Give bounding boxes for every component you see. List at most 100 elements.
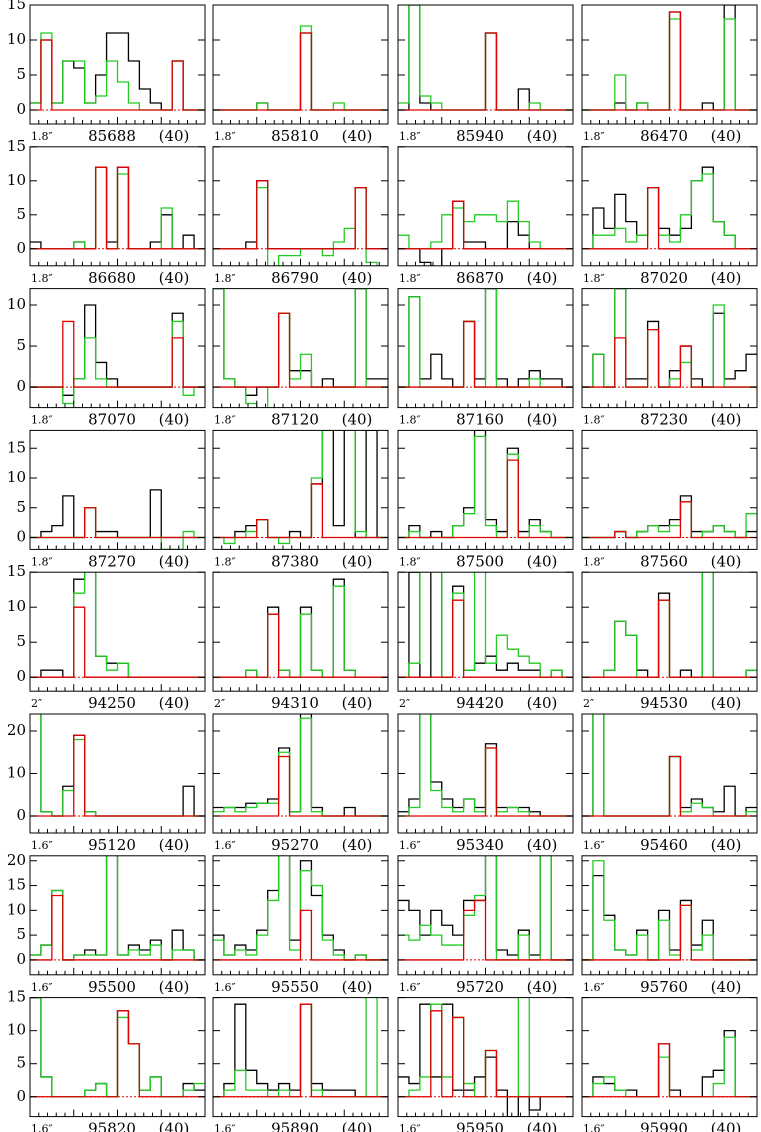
y-tick-label: 0: [16, 1087, 26, 1105]
y-tick-label: 5: [16, 205, 26, 223]
plot-area: [213, 288, 388, 408]
panel: 1.8″ 87500 (40): [397, 429, 574, 570]
beam-label: 2″: [214, 697, 225, 710]
resolution-label: (40): [159, 411, 190, 429]
plot-area: [582, 166, 757, 250]
plot-area: [398, 5, 573, 111]
frequency-label: 87070: [88, 411, 136, 429]
spectrum-line: [30, 572, 205, 678]
y-tick-label: 20: [7, 721, 26, 739]
panel: 0 5 10 15 20 1.6″ 95500 (40): [7, 851, 206, 996]
resolution-label: (40): [159, 978, 190, 996]
frequency-label: 95120: [88, 836, 136, 854]
plot-area: [582, 572, 757, 678]
spectrum-line: [30, 894, 205, 961]
panel-frame: [29, 288, 206, 409]
panel: 0 5 10 15 1.6″ 95820 (40): [7, 988, 206, 1132]
resolution-label: (40): [711, 269, 742, 287]
y-tick-label: 15: [7, 562, 26, 580]
beam-label: 1.6″: [214, 839, 236, 852]
panel: 1.6″ 95340 (40): [397, 713, 574, 854]
frequency-label: 95460: [640, 836, 688, 854]
plot-area: [582, 288, 757, 388]
spectrum-line: [398, 200, 573, 250]
panel-frame: [212, 146, 389, 267]
frequency-label: 95550: [271, 978, 319, 996]
frequency-label: 87230: [640, 411, 688, 429]
spectrum-line: [582, 328, 757, 388]
plot-area: [213, 578, 388, 678]
beam-label: 1.6″: [214, 981, 236, 994]
panel: 1.6″ 95550 (40): [212, 855, 389, 996]
resolution-label: (40): [527, 978, 558, 996]
spectrum-line: [30, 320, 205, 405]
plot-area: [582, 5, 757, 111]
y-tick-label: 10: [7, 900, 26, 918]
beam-label: 1.8″: [31, 414, 53, 427]
spectrum-line: [398, 855, 573, 961]
resolution-label: (40): [342, 694, 373, 712]
panel: 1.8″ 86790 (40): [212, 146, 389, 287]
beam-label: 1.6″: [399, 981, 421, 994]
frequency-label: 94420: [456, 694, 504, 712]
beam-label: 1.8″: [214, 414, 236, 427]
resolution-label: (40): [342, 411, 373, 429]
panel: 1.8″ 86870 (40): [397, 146, 574, 287]
beam-label: 2″: [31, 697, 42, 710]
beam-label: 1.6″: [31, 981, 53, 994]
spectrum-line: [213, 180, 388, 250]
y-tick-label: 15: [7, 876, 26, 894]
beam-label: 1.8″: [399, 130, 421, 143]
resolution-label: (40): [711, 694, 742, 712]
spectrum-line: [398, 435, 573, 539]
spectrum-line: [40, 714, 205, 817]
frequency-label: 95270: [271, 836, 319, 854]
resolution-label: (40): [711, 1120, 742, 1132]
resolution-label: (40): [711, 552, 742, 570]
plot-area: [30, 997, 205, 1098]
plot-area: [213, 855, 388, 961]
panel: 1.6″ 95990 (40): [581, 997, 758, 1132]
resolution-label: (40): [711, 836, 742, 854]
resolution-label: (40): [527, 1120, 558, 1132]
spectrum-line: [30, 304, 205, 396]
frequency-label: 87560: [640, 552, 688, 570]
panel: 0 5 10 15 1.8″ 87270 (40): [7, 429, 206, 570]
panel: 2″ 94310 (40): [212, 571, 389, 712]
spectrum-line: [582, 599, 757, 678]
resolution-label: (40): [342, 836, 373, 854]
plot-area: [213, 180, 388, 266]
y-tick-label: 0: [16, 377, 26, 395]
plot-area: [213, 430, 388, 545]
beam-label: 1.8″: [31, 272, 53, 285]
spectrum-line: [398, 714, 573, 817]
spectrum-line: [40, 714, 205, 817]
spectrum-line: [582, 904, 757, 961]
spectrum-line: [30, 507, 205, 539]
spectrum-line: [398, 572, 573, 678]
panel-frame: [581, 146, 758, 267]
y-tick-label: 5: [16, 336, 26, 354]
spectrum-line: [213, 180, 388, 250]
resolution-label: (40): [527, 269, 558, 287]
resolution-label: (40): [342, 1120, 373, 1132]
spectrum-line: [213, 717, 388, 817]
plot-area: [30, 32, 205, 111]
beam-label: 1.8″: [31, 555, 53, 568]
y-tick-label: 15: [7, 137, 26, 155]
spectrum-line: [398, 899, 573, 961]
frequency-label: 95950: [456, 1120, 504, 1132]
beam-label: 1.8″: [399, 414, 421, 427]
y-tick-label: 10: [7, 764, 26, 782]
y-tick-label: 5: [16, 632, 26, 650]
frequency-label: 94530: [640, 694, 688, 712]
frequency-label: 87120: [271, 411, 319, 429]
beam-label: 1.8″: [583, 555, 605, 568]
beam-label: 1.6″: [583, 839, 605, 852]
resolution-label: (40): [527, 694, 558, 712]
beam-label: 1.6″: [583, 981, 605, 994]
beam-label: 1.8″: [583, 130, 605, 143]
resolution-label: (40): [342, 978, 373, 996]
spectrum-line: [30, 855, 205, 961]
